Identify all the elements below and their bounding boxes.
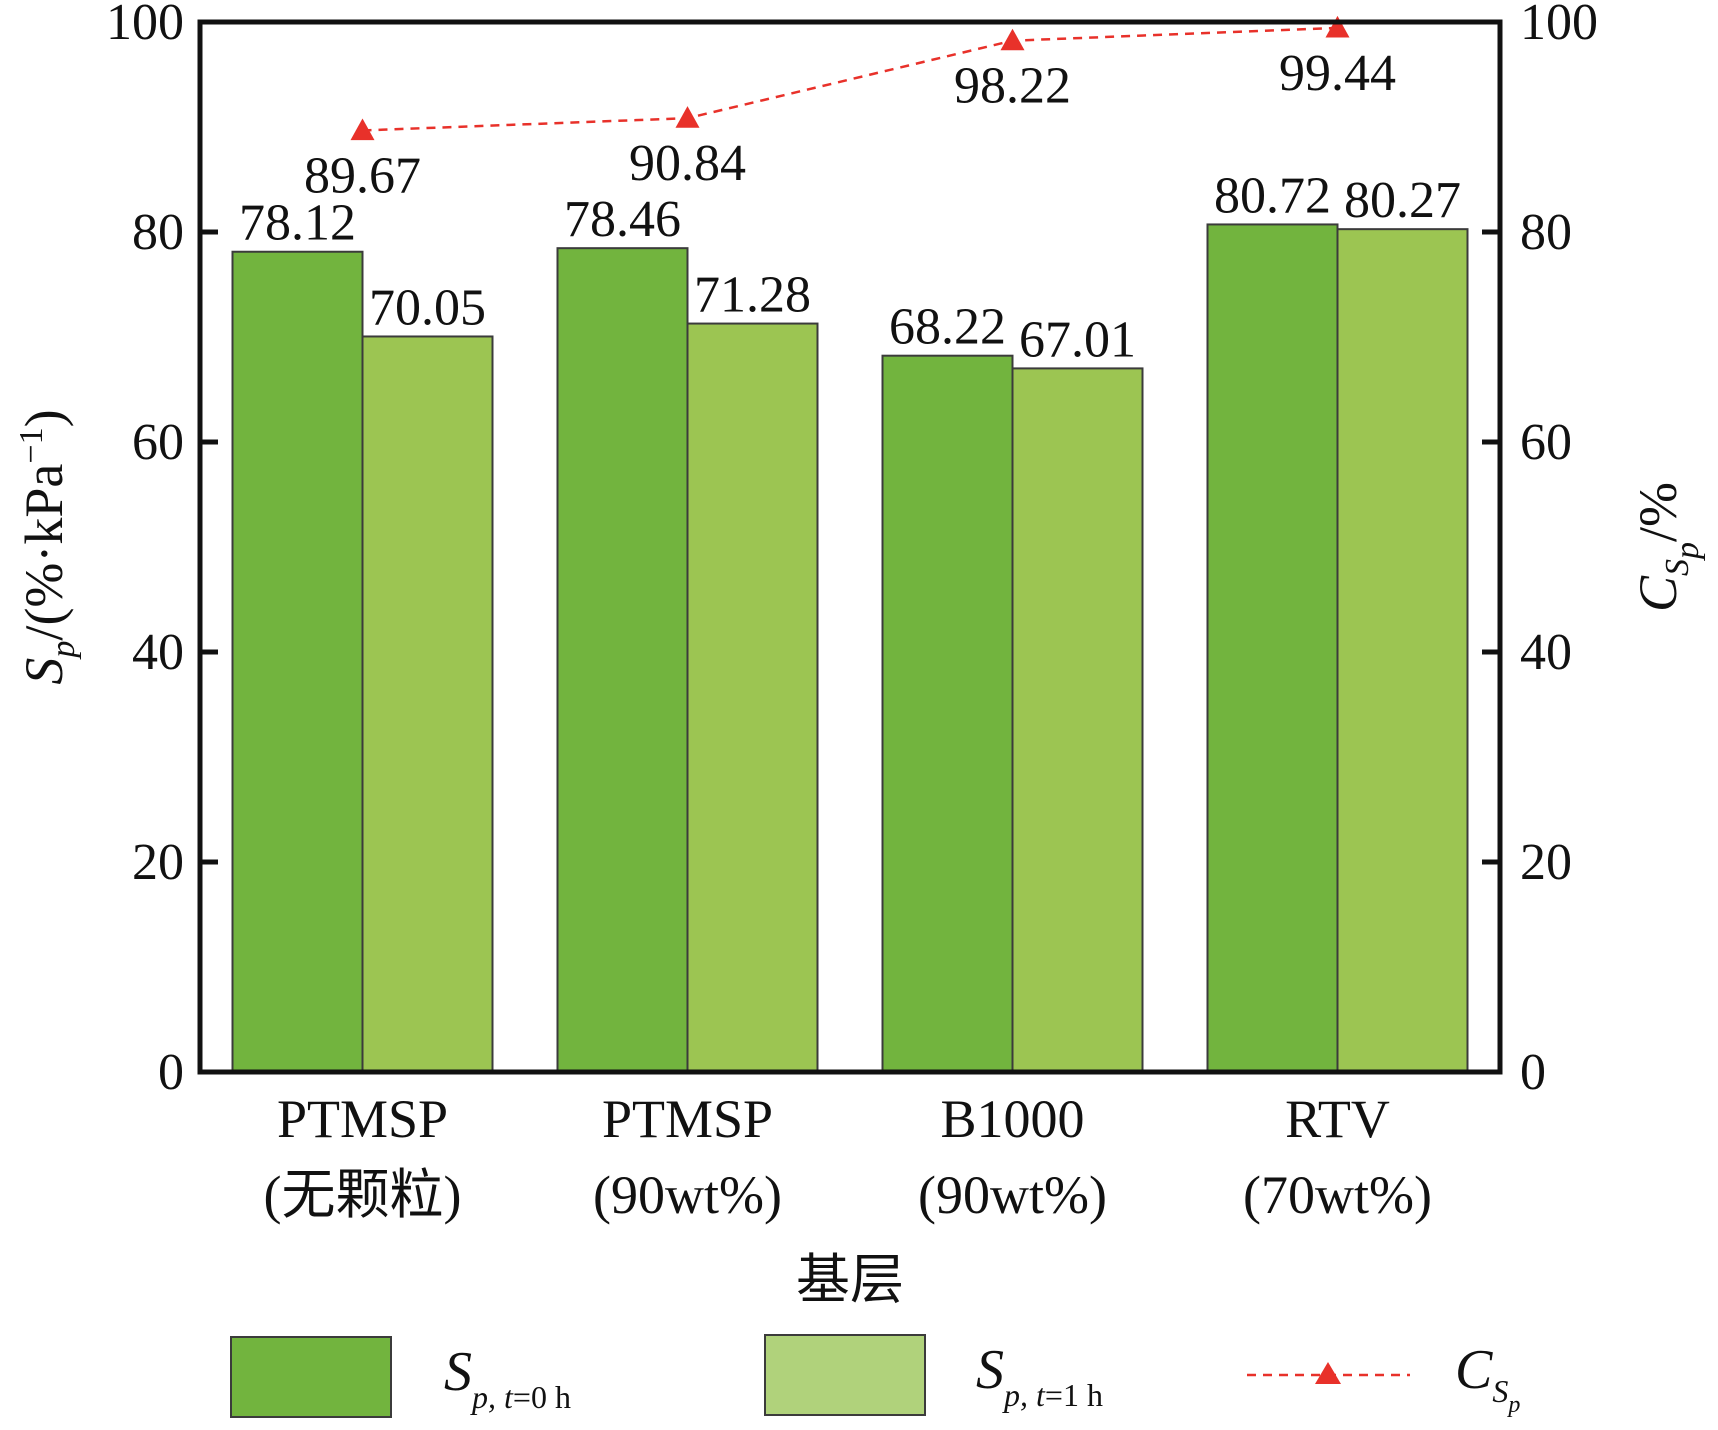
line-layer — [350, 15, 1350, 141]
x-axis-title: 基层 — [796, 1250, 904, 1310]
category-label: PTMSP — [277, 1089, 448, 1149]
line-marker-triangle — [1325, 15, 1350, 38]
bar-series1 — [556, 247, 689, 1074]
bar-data-label: 67.01 — [1019, 311, 1136, 368]
left-tick-label: 0 — [158, 1044, 184, 1101]
plot-frame — [197, 19, 1503, 1075]
line-data-label: 99.44 — [1279, 45, 1396, 102]
bar-data-label: 71.28 — [694, 267, 811, 324]
line-series-cs — [362, 26, 1338, 132]
right-tick-label: 0 — [1520, 1044, 1546, 1101]
left-tick-label: 60 — [132, 414, 184, 471]
right-tick-label: 80 — [1520, 204, 1572, 261]
legend-label-series1: Sp, t=0 h — [444, 1341, 571, 1415]
bars-layer — [231, 223, 1469, 1074]
bar-series2 — [1011, 367, 1144, 1073]
bar-data-label: 70.05 — [369, 279, 486, 336]
right-tick-label: 40 — [1520, 624, 1572, 681]
category-label: PTMSP — [602, 1089, 773, 1149]
bar-series1 — [1206, 223, 1339, 1073]
axis-titles: 基层 Sp/(%·kPa−1) CSp/% — [13, 409, 1706, 1310]
line-marker-triangle — [1000, 28, 1025, 51]
left-tick-label: 100 — [106, 0, 184, 51]
bar-data-label: 68.22 — [889, 299, 1006, 356]
category-labels: PTMSP (无颗粒) PTMSP (90wt%) B1000 (90wt%) RTV (70… — [264, 1089, 1432, 1225]
left-y-axis-title: Sp/(%·kPa−1) — [13, 409, 82, 684]
bar-series2 — [1336, 228, 1469, 1074]
legend: Sp, t=0 h Sp, t=1 h CSp — [230, 1334, 1520, 1418]
bar-data-label: 80.72 — [1214, 167, 1331, 224]
legend-marker-triangle — [1315, 1362, 1341, 1384]
axis-ticks: 0 0 20 20 40 40 60 60 80 80 100 100 — [106, 0, 1598, 1101]
bar-data-label: 78.12 — [239, 195, 356, 252]
right-tick-label: 60 — [1520, 414, 1572, 471]
line-data-label: 90.84 — [629, 135, 746, 192]
bar-series2 — [361, 335, 494, 1074]
bar-data-label: 80.27 — [1344, 172, 1461, 229]
left-tick-label: 20 — [132, 834, 184, 891]
category-label: (90wt%) — [918, 1165, 1107, 1225]
category-label: (70wt%) — [1243, 1165, 1432, 1225]
right-tick-label: 100 — [1520, 0, 1598, 51]
legend-swatch-series1 — [230, 1336, 392, 1418]
category-label: B1000 — [940, 1089, 1084, 1149]
legend-label-cs: CSp — [1455, 1339, 1520, 1418]
category-label: (90wt%) — [593, 1165, 782, 1225]
left-tick-label: 80 — [132, 204, 184, 261]
bar-series1 — [231, 250, 364, 1074]
left-tick-label: 40 — [132, 624, 184, 681]
bar-series1 — [881, 354, 1014, 1073]
legend-swatch-series2 — [764, 1334, 926, 1416]
line-marker-triangle — [675, 106, 700, 128]
line-data-label: 89.67 — [304, 147, 421, 204]
legend-label-series2: Sp, t=1 h — [976, 1339, 1103, 1413]
category-label: RTV — [1285, 1089, 1390, 1149]
line-marker-triangle — [350, 118, 375, 141]
category-label: (无颗粒) — [264, 1165, 462, 1225]
bar-data-label: 78.46 — [564, 191, 681, 248]
right-y-axis-title: CSp/% — [1628, 482, 1706, 612]
right-tick-label: 20 — [1520, 834, 1572, 891]
bar-series2 — [686, 322, 819, 1073]
line-data-label: 98.22 — [954, 58, 1071, 115]
